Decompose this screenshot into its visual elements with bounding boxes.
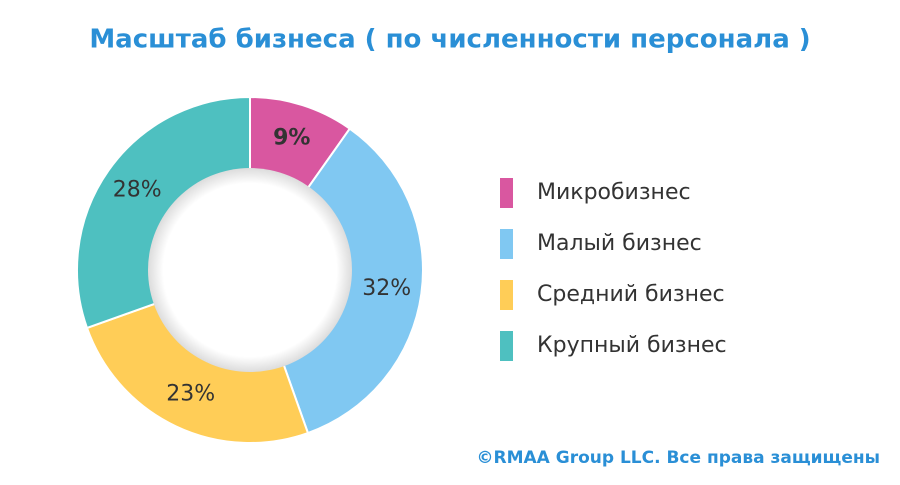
data-label: 28% — [113, 177, 162, 202]
legend-swatch — [500, 331, 513, 361]
legend-swatch — [500, 229, 513, 259]
data-label: 32% — [362, 276, 411, 301]
legend-label: Средний бизнес — [537, 282, 725, 307]
data-label: 23% — [166, 382, 215, 407]
data-label: 9% — [273, 125, 310, 150]
chart-title: Масштаб бизнеса ( по численности персона… — [89, 25, 810, 55]
legend-label: Крупный бизнес — [537, 333, 727, 358]
legend-swatch — [500, 178, 513, 208]
donut-hole — [148, 168, 352, 372]
footer: ©RMAA Group LLC. Все права защищены — [477, 448, 880, 468]
legend-swatch — [500, 280, 513, 310]
legend-label: Микробизнес — [537, 180, 691, 205]
legend-label: Малый бизнес — [537, 231, 702, 256]
